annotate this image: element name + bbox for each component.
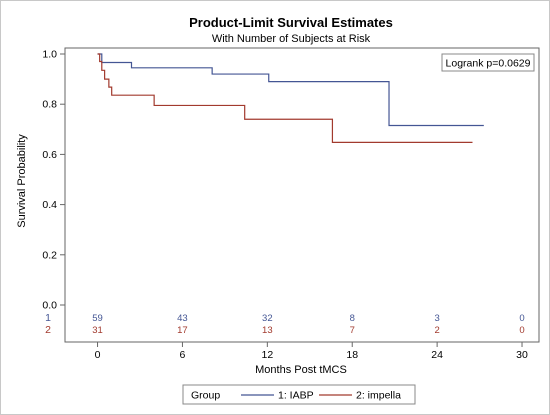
x-tick-label: 12 [261,349,273,361]
survival-curves [97,53,484,143]
x-tick-label: 18 [346,349,358,361]
at-risk-count: 31 [92,325,103,336]
y-tick-label: 0.4 [42,199,57,211]
at-risk-count: 17 [177,325,188,336]
plot-area [64,47,540,343]
y-tick-label: 0.6 [42,149,57,161]
at-risk-count: 13 [262,325,273,336]
risk-row-label: 1 [45,312,51,324]
survival-curve-iabp [97,53,484,127]
y-axis: 0.0 0.2 0.4 0.6 0.8 1.0 [42,49,65,312]
at-risk-count: 2 [434,325,439,336]
y-axis-label: Survival Probability [16,134,28,228]
annotation-text: Logrank p=0.0629 [446,58,531,70]
chart-subtitle: With Number of Subjects at Risk [212,33,371,45]
legend-label-impella: 2: impella [356,390,401,402]
y-tick-label: 0.8 [42,99,57,111]
legend: Group 1: IABP 2: impella [182,384,416,405]
at-risk-count: 3 [434,313,439,324]
at-risk-table: 1 59 43 32 8 3 0 2 31 17 13 7 2 0 [45,312,525,336]
at-risk-count: 43 [177,313,188,324]
at-risk-count: 59 [92,313,103,324]
at-risk-count: 32 [262,313,273,324]
logrank-annotation: Logrank p=0.0629 [441,53,535,72]
annotation-border [441,53,535,72]
at-risk-count: 0 [519,325,524,336]
x-tick-label: 6 [180,349,186,361]
x-tick-label: 24 [431,349,443,361]
legend-border [182,384,416,405]
risk-row-label: 2 [45,324,51,336]
at-risk-count: 8 [350,313,355,324]
at-risk-count: 7 [350,325,355,336]
chart-title: Product-Limit Survival Estimates [189,15,393,30]
x-tick-label: 0 [95,349,101,361]
x-axis: 0 6 12 18 24 30 [95,342,528,361]
survival-curve-impella [97,53,473,143]
y-tick-label: 1.0 [42,49,57,61]
x-axis-label: Months Post tMCS [255,364,347,376]
at-risk-count: 0 [519,313,524,324]
y-tick-label: 0.0 [42,300,57,312]
legend-title: Group [191,390,220,402]
legend-label-iabp: 1: IABP [278,390,314,402]
x-tick-label: 30 [516,349,528,361]
y-tick-label: 0.2 [42,249,57,261]
